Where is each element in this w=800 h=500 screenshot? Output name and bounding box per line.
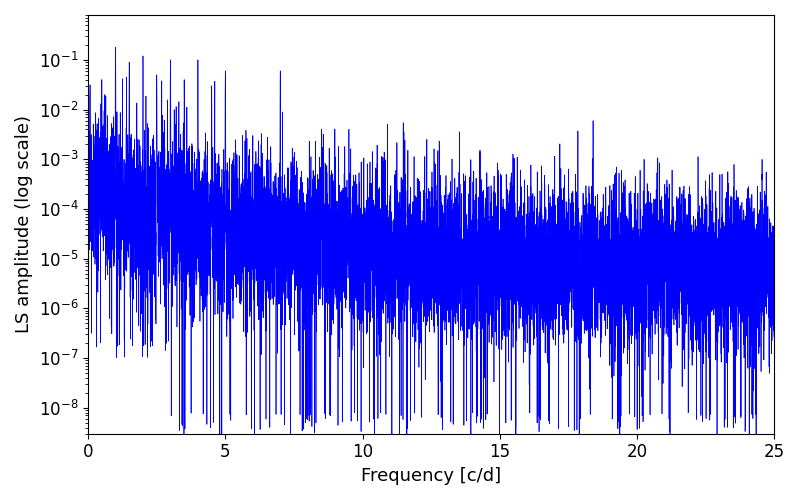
Y-axis label: LS amplitude (log scale): LS amplitude (log scale)	[15, 116, 33, 334]
X-axis label: Frequency [c/d]: Frequency [c/d]	[361, 467, 502, 485]
